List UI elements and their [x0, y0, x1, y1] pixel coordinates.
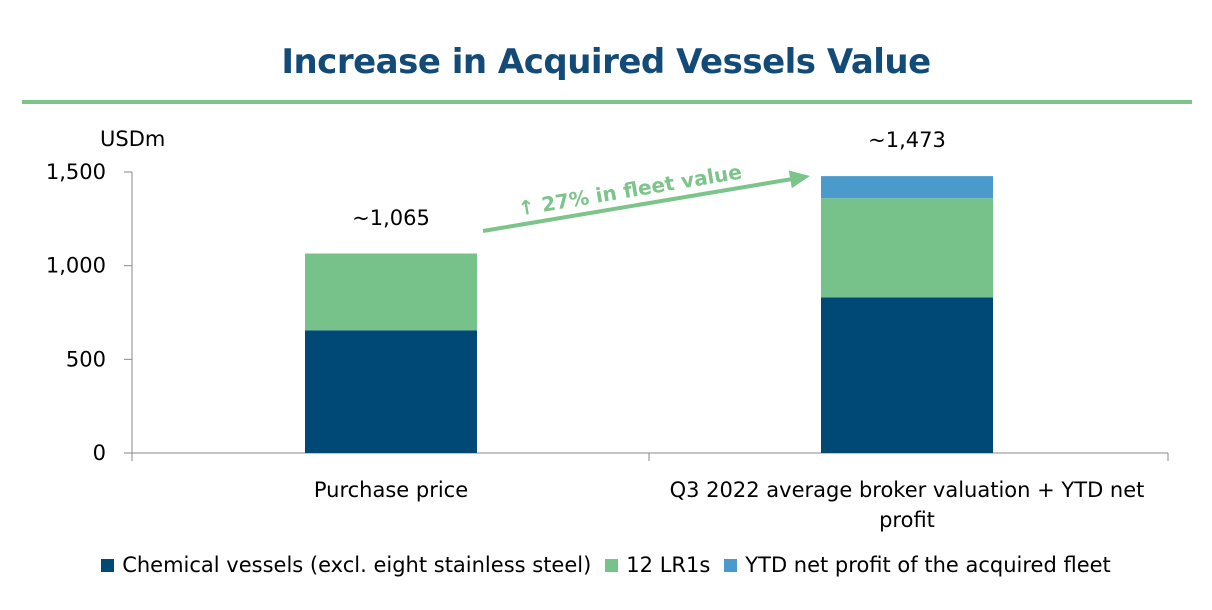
legend-swatch: [724, 558, 738, 572]
legend-item-ytd-net-profit: YTD net profit of the acquired fleet: [724, 553, 1111, 577]
total-label: ~1,473: [868, 128, 946, 152]
y-axis-unit-label: USDm: [100, 127, 165, 151]
y-tick-label: 500: [66, 347, 106, 371]
legend-swatch: [101, 558, 115, 572]
legend: Chemical vessels (excl. eight stainless …: [0, 553, 1212, 577]
bar-segment-lr1s: [305, 253, 477, 331]
y-tick-label: 1,000: [46, 254, 106, 278]
bar-segment-chemical-vessels: [821, 297, 993, 453]
legend-swatch: [605, 558, 619, 572]
legend-label: 12 LR1s: [626, 553, 711, 577]
axes: 0 500 1,000 1,500: [46, 160, 1169, 465]
growth-arrow-head: [788, 170, 810, 189]
bars: [305, 176, 993, 453]
bar-segment-chemical-vessels: [305, 330, 477, 453]
growth-arrow-line: [482, 176, 795, 233]
bar-segment-ytd-net-profit: [821, 176, 993, 199]
legend-label: YTD net profit of the acquired fleet: [745, 553, 1111, 577]
stacked-bar-chart: USDm 0 500 1,000 1,500 ~1,065 ~1,473 Purchase…: [46, 127, 1169, 532]
bar-segment-lr1s: [821, 198, 993, 298]
title-divider: [22, 100, 1192, 104]
category-label: Purchase price: [314, 478, 468, 502]
legend-label: Chemical vessels (excl. eight stainless …: [122, 553, 592, 577]
growth-annotation-text: ↑ 27% in fleet value: [516, 159, 743, 220]
y-tick-label: 0: [93, 441, 106, 465]
total-label: ~1,065: [352, 206, 430, 230]
growth-annotation: ↑ 27% in fleet value: [482, 159, 810, 233]
chart-title: Increase in Acquired Vessels Value: [281, 42, 931, 82]
legend-item-chemical-vessels: Chemical vessels (excl. eight stainless …: [101, 553, 591, 577]
legend-item-lr1s: 12 LR1s: [605, 553, 710, 577]
labels: ~1,065 ~1,473 Purchase price Q3 2022 averag…: [314, 128, 1145, 532]
category-label: Q3 2022 average broker valuation + YTD n…: [670, 478, 1145, 532]
y-tick-label: 1,500: [46, 160, 106, 184]
